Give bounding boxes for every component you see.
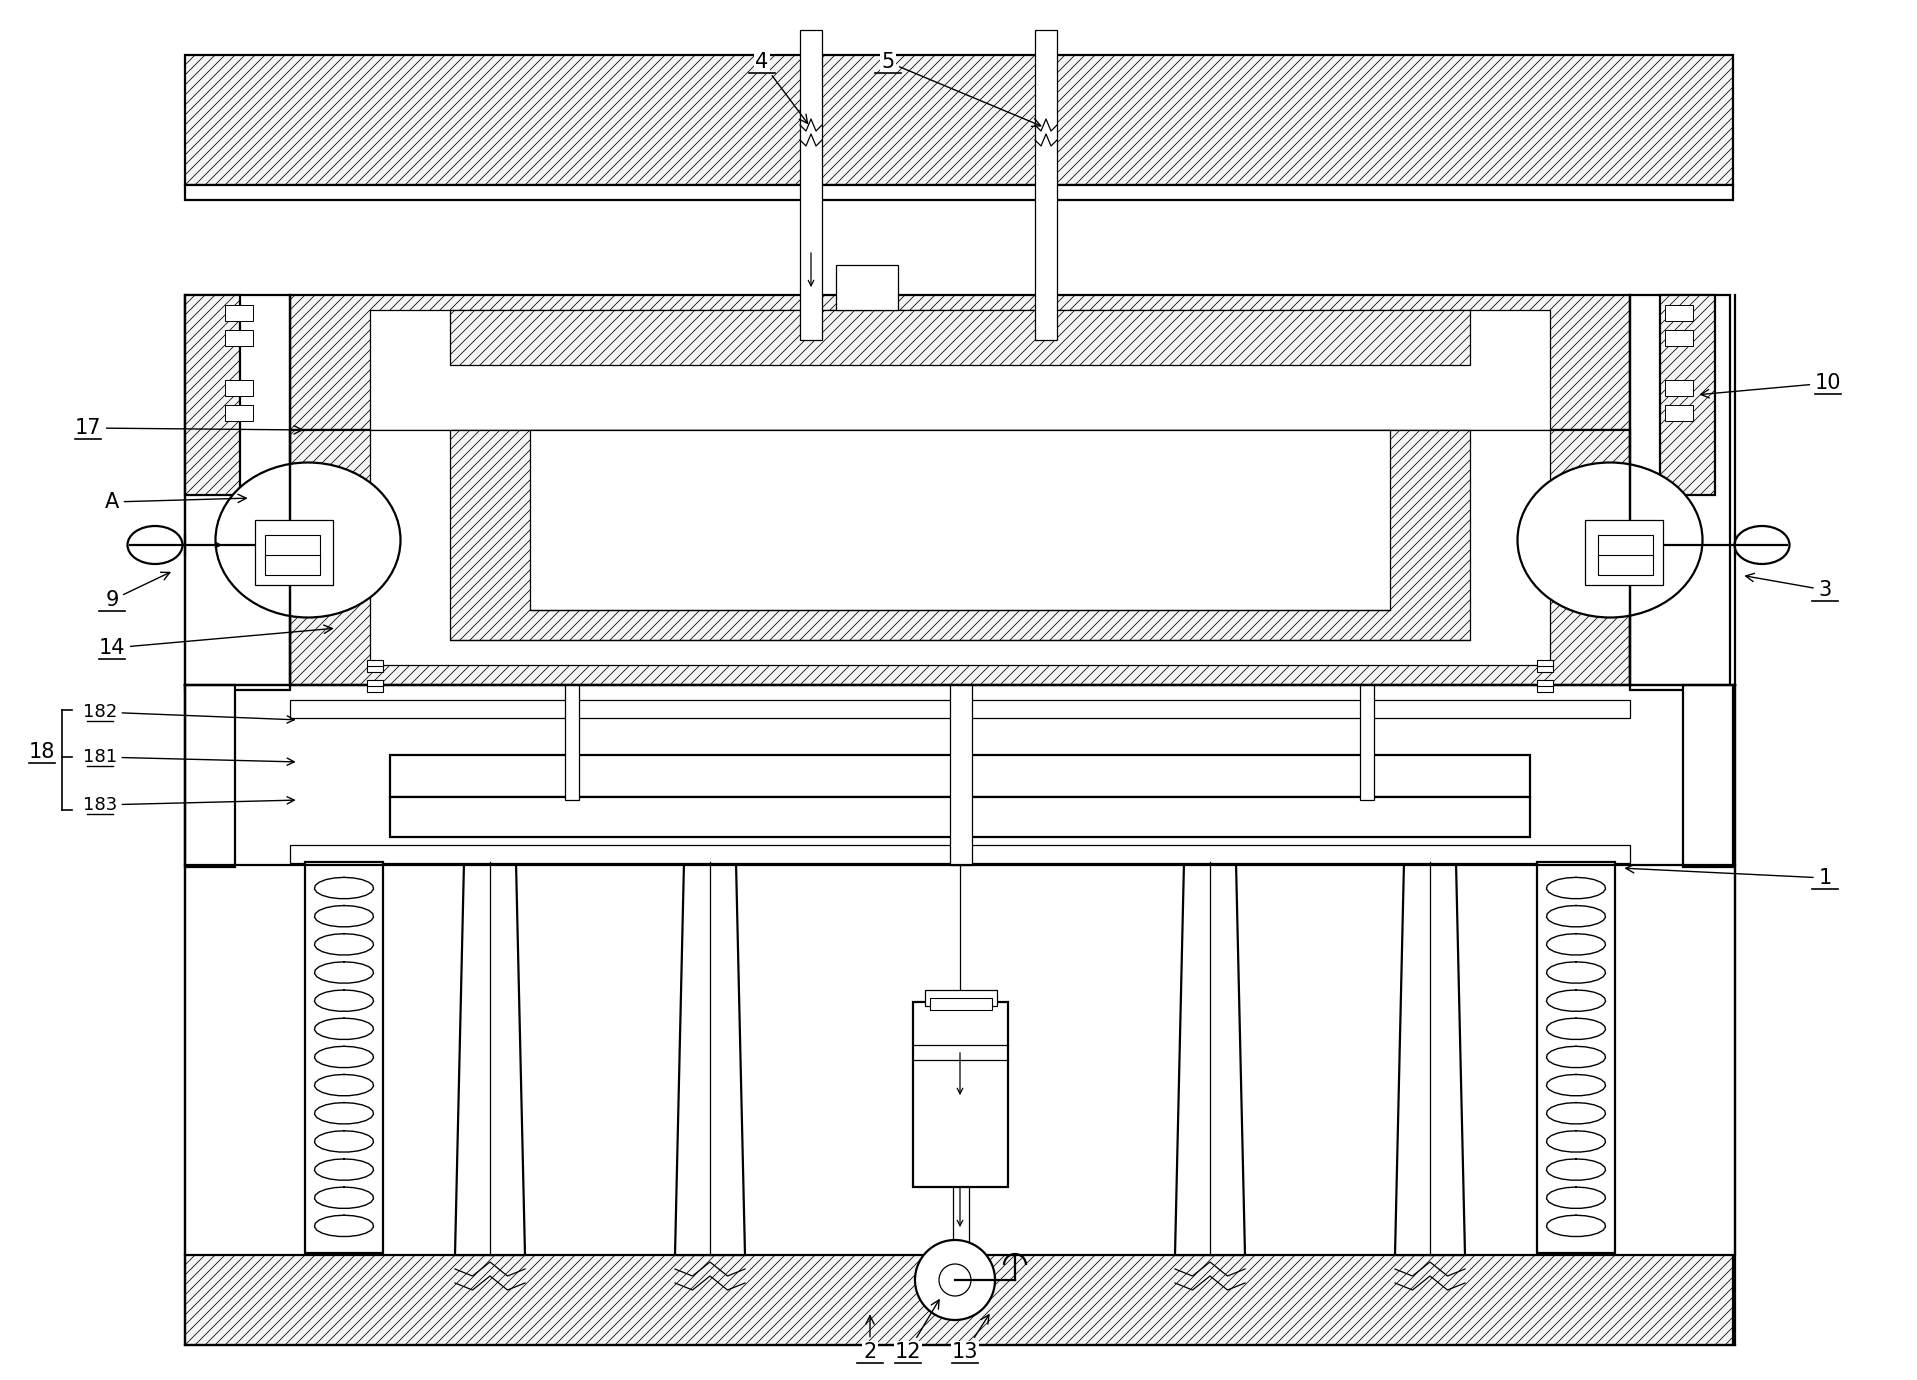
Bar: [1035, 30, 1056, 339]
Bar: [224, 330, 253, 346]
Text: 181: 181: [82, 748, 295, 766]
Bar: [953, 1187, 968, 1242]
Bar: [1359, 684, 1374, 800]
Bar: [450, 431, 1470, 640]
Bar: [1629, 295, 1729, 690]
Bar: [930, 998, 991, 1010]
Text: 12: 12: [895, 1300, 939, 1362]
Bar: [224, 305, 253, 322]
Bar: [366, 660, 383, 672]
Bar: [1599, 555, 1652, 575]
Circle shape: [939, 1264, 972, 1296]
Bar: [255, 520, 334, 585]
Bar: [370, 310, 1551, 431]
Bar: [1660, 295, 1716, 495]
Bar: [1537, 862, 1614, 1253]
Bar: [224, 404, 253, 421]
Bar: [1537, 660, 1553, 672]
Polygon shape: [454, 862, 525, 1254]
Bar: [1599, 535, 1652, 560]
Bar: [1666, 380, 1693, 396]
Bar: [1683, 684, 1733, 867]
Bar: [450, 310, 1470, 364]
Polygon shape: [1396, 862, 1465, 1254]
Bar: [186, 55, 1733, 185]
Bar: [799, 30, 822, 339]
Ellipse shape: [1518, 462, 1702, 617]
Text: 1: 1: [1626, 864, 1831, 887]
Text: A: A: [105, 493, 245, 512]
Bar: [1666, 330, 1693, 346]
Bar: [186, 295, 240, 495]
Bar: [186, 684, 236, 867]
Bar: [289, 845, 1629, 862]
Bar: [926, 989, 997, 1006]
Bar: [186, 295, 289, 690]
Bar: [265, 555, 320, 575]
Bar: [370, 431, 1551, 665]
Bar: [186, 185, 1733, 200]
Bar: [389, 798, 1530, 838]
Polygon shape: [675, 862, 746, 1254]
Bar: [305, 862, 383, 1253]
Text: 183: 183: [82, 796, 295, 814]
Bar: [951, 684, 972, 865]
Bar: [1666, 404, 1693, 421]
Bar: [265, 535, 320, 560]
Bar: [289, 431, 1629, 684]
Text: 182: 182: [82, 702, 295, 723]
Bar: [389, 755, 1530, 798]
Ellipse shape: [128, 526, 182, 564]
Text: 18: 18: [29, 742, 56, 762]
Bar: [289, 700, 1629, 718]
Bar: [1585, 520, 1664, 585]
Bar: [224, 380, 253, 396]
Bar: [366, 680, 383, 691]
Text: 3: 3: [1746, 573, 1831, 600]
Text: 17: 17: [75, 418, 303, 437]
Polygon shape: [1175, 862, 1244, 1254]
Text: 14: 14: [100, 625, 332, 658]
Bar: [912, 1002, 1008, 1187]
Bar: [566, 684, 579, 800]
Text: 2: 2: [863, 1315, 876, 1362]
Bar: [836, 265, 897, 310]
Text: 9: 9: [105, 573, 171, 610]
Circle shape: [914, 1241, 995, 1321]
Text: 13: 13: [951, 1315, 989, 1362]
Bar: [529, 431, 1390, 610]
Ellipse shape: [215, 462, 401, 617]
Bar: [186, 1254, 1733, 1346]
Text: 4: 4: [755, 52, 807, 123]
Text: 10: 10: [1700, 373, 1840, 397]
Bar: [1666, 305, 1693, 322]
Text: 5: 5: [882, 52, 1041, 127]
Bar: [289, 295, 1629, 431]
Ellipse shape: [1735, 526, 1789, 564]
Bar: [1537, 680, 1553, 691]
